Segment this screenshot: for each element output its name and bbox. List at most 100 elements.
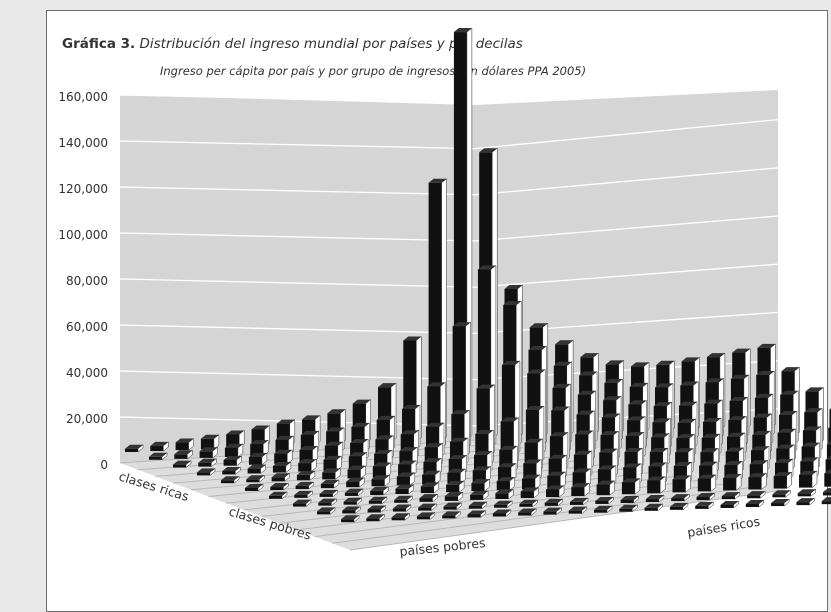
bar bbox=[798, 493, 811, 496]
bar bbox=[595, 501, 608, 504]
bar bbox=[293, 504, 306, 507]
bar bbox=[518, 513, 531, 516]
bar bbox=[418, 508, 431, 511]
bar bbox=[369, 501, 382, 504]
bar bbox=[771, 503, 784, 506]
y-tick-label: 120,000 bbox=[58, 182, 108, 196]
bar bbox=[774, 476, 787, 488]
bar bbox=[698, 479, 711, 492]
bar bbox=[173, 465, 186, 468]
bar bbox=[670, 507, 683, 510]
bar bbox=[348, 470, 361, 479]
y-tick-label: 0 bbox=[100, 458, 108, 472]
bar bbox=[318, 503, 331, 506]
bar bbox=[372, 479, 385, 486]
bar bbox=[444, 507, 457, 510]
bar bbox=[468, 514, 481, 517]
bar bbox=[772, 494, 785, 497]
bar bbox=[393, 509, 406, 512]
bar bbox=[269, 496, 282, 499]
bar bbox=[345, 493, 358, 496]
y-tick-label: 60,000 bbox=[66, 320, 108, 334]
bar bbox=[543, 512, 556, 515]
bar bbox=[341, 519, 354, 522]
bar bbox=[150, 446, 163, 451]
bar bbox=[125, 449, 138, 452]
bar bbox=[272, 477, 285, 481]
bar bbox=[317, 511, 330, 514]
bar bbox=[721, 505, 734, 508]
bar bbox=[494, 505, 507, 508]
bar bbox=[149, 457, 162, 460]
bar bbox=[746, 504, 759, 507]
bar bbox=[176, 443, 189, 451]
bar bbox=[723, 478, 736, 490]
bar bbox=[222, 471, 235, 474]
left-wall bbox=[120, 95, 475, 463]
bar-top bbox=[822, 497, 831, 501]
bar bbox=[396, 489, 409, 494]
bar bbox=[224, 460, 237, 466]
bar bbox=[597, 485, 610, 496]
bar bbox=[249, 457, 262, 465]
bar bbox=[471, 483, 484, 491]
bar bbox=[320, 494, 333, 497]
bar bbox=[245, 488, 258, 491]
bar bbox=[824, 473, 831, 486]
bar bbox=[370, 491, 383, 495]
bar bbox=[221, 480, 234, 483]
bar bbox=[695, 506, 708, 509]
y-axis-ticks: 020,00040,00060,00080,000100,000120,0001… bbox=[58, 90, 108, 472]
bar bbox=[569, 511, 582, 514]
bar bbox=[671, 498, 684, 501]
bar bbox=[342, 510, 355, 513]
bar bbox=[321, 484, 334, 488]
bar bbox=[747, 495, 760, 498]
bar bbox=[796, 502, 809, 505]
bar bbox=[442, 515, 455, 518]
bar bbox=[297, 475, 310, 480]
bar bbox=[200, 451, 213, 458]
bar bbox=[545, 503, 558, 506]
bar bbox=[344, 502, 357, 505]
bar bbox=[594, 510, 607, 513]
bar bbox=[521, 491, 534, 498]
bar-chart-3d: 020,00040,00060,00080,000100,000120,0001… bbox=[0, 0, 831, 571]
bar bbox=[322, 472, 335, 479]
bar bbox=[546, 489, 559, 497]
y-tick-label: 160,000 bbox=[58, 90, 108, 104]
bar bbox=[248, 469, 261, 474]
bar bbox=[392, 517, 405, 520]
bar bbox=[645, 508, 658, 511]
bar bbox=[470, 495, 483, 500]
bar bbox=[622, 482, 635, 494]
bar bbox=[495, 493, 508, 499]
y-tick-label: 40,000 bbox=[66, 366, 108, 380]
bar bbox=[273, 466, 286, 473]
bar bbox=[748, 477, 761, 489]
bar bbox=[799, 475, 812, 488]
bar bbox=[621, 500, 634, 503]
bar bbox=[571, 487, 584, 496]
y-tick-label: 80,000 bbox=[66, 274, 108, 288]
bar bbox=[697, 497, 710, 500]
bar bbox=[197, 472, 210, 475]
bar bbox=[366, 518, 379, 521]
bar bbox=[198, 463, 211, 467]
bar bbox=[822, 501, 831, 504]
bar bbox=[722, 496, 735, 499]
bar bbox=[346, 482, 359, 488]
bar bbox=[445, 496, 458, 501]
bar bbox=[519, 504, 532, 507]
bar-top bbox=[823, 488, 831, 492]
bar bbox=[673, 479, 686, 492]
bar bbox=[823, 492, 831, 495]
bar bbox=[246, 479, 259, 482]
bar bbox=[646, 499, 659, 502]
x-label-paises-ricos: países ricos bbox=[686, 514, 761, 540]
bar bbox=[294, 495, 307, 498]
bar bbox=[296, 486, 309, 489]
bar bbox=[298, 463, 311, 472]
bar bbox=[270, 487, 283, 490]
y-tick-label: 140,000 bbox=[58, 136, 108, 150]
